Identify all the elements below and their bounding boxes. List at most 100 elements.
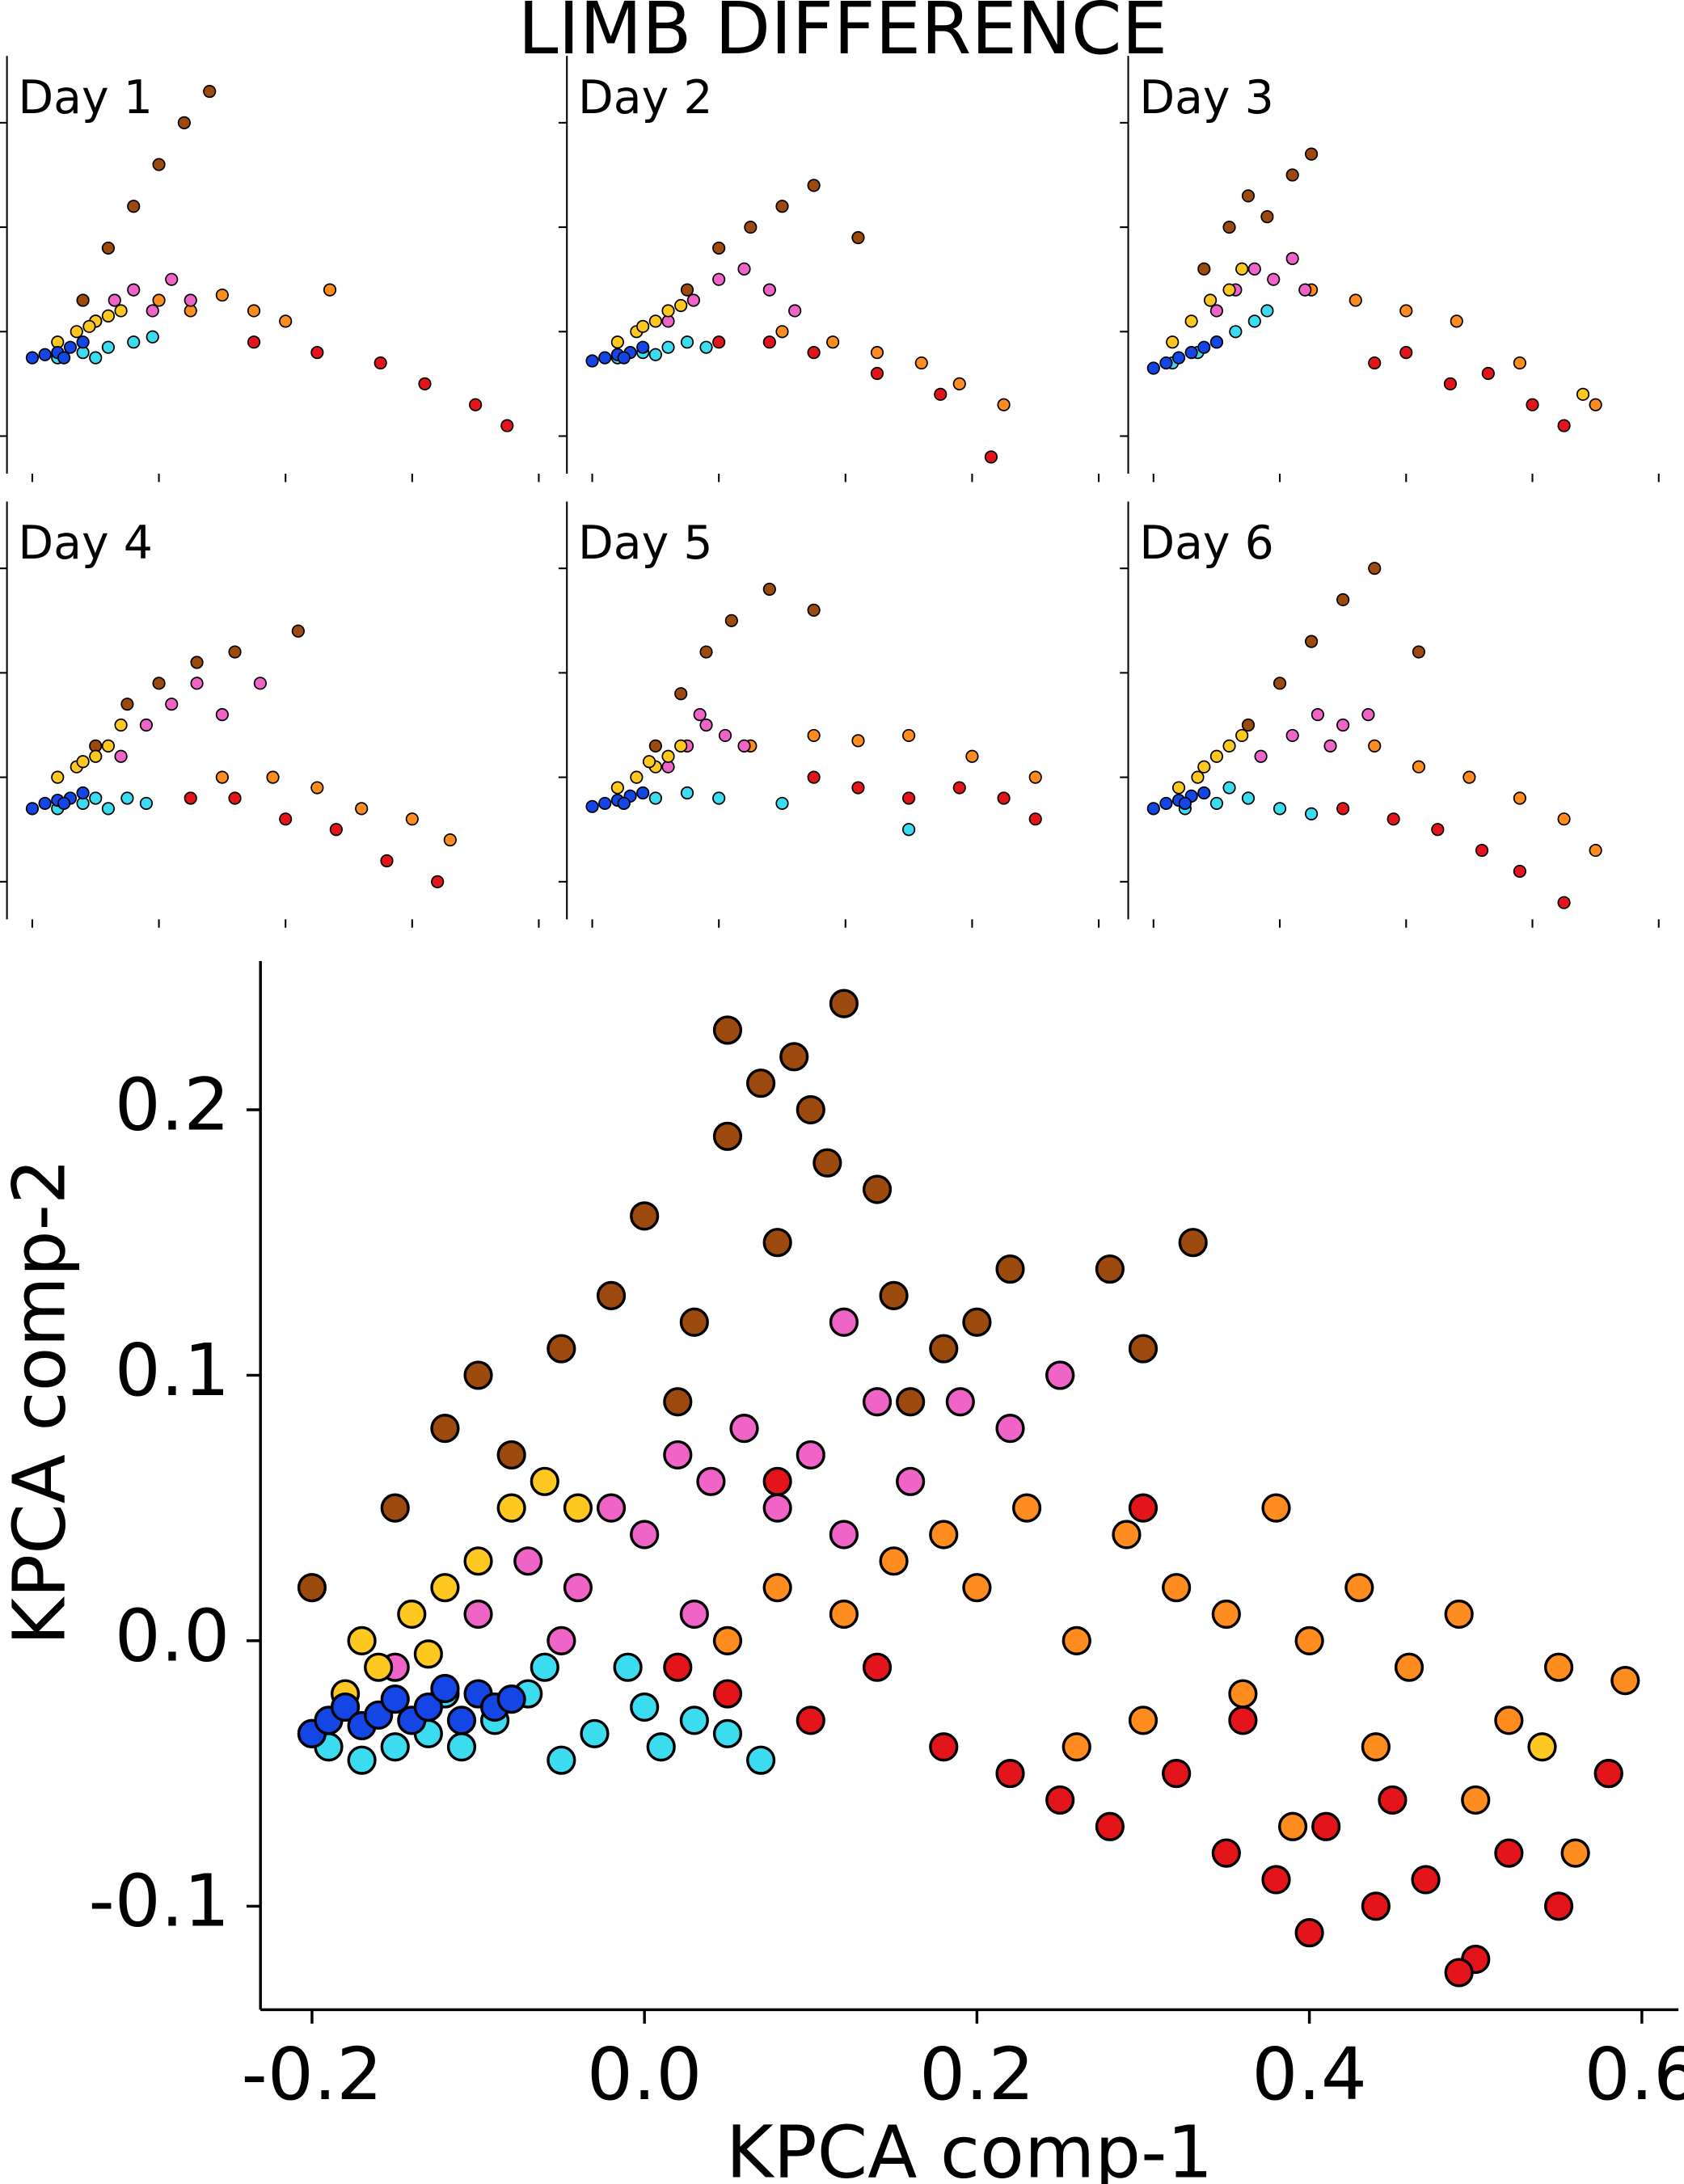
point [1336,802,1350,816]
point [617,351,631,365]
point [812,1148,842,1178]
point [952,781,966,795]
point [663,1387,693,1417]
point [1527,1732,1557,1762]
point [38,796,52,811]
point [610,781,624,795]
point [1344,1573,1374,1603]
point [826,335,840,349]
point [1305,807,1319,820]
point [547,1334,576,1364]
point [1323,739,1337,753]
point [636,319,650,333]
point [203,84,217,99]
point [648,348,662,361]
point [712,272,726,286]
x-tick-label: 0.0 [587,2033,702,2117]
point [1481,366,1495,381]
point [446,1705,477,1735]
point [1348,293,1362,307]
point [1589,843,1602,858]
point [1368,562,1382,576]
point [648,739,662,753]
point [699,718,713,732]
point [829,1307,859,1337]
point [1261,1493,1291,1523]
point [1146,361,1160,375]
point [1235,728,1249,743]
point [680,335,694,349]
point [696,1466,726,1496]
point [430,1673,460,1704]
point [463,1546,493,1576]
point [896,1466,926,1496]
figure-title: LIMB DIFFERENCE [518,0,1168,71]
point [1310,707,1325,722]
point [997,791,1011,805]
point [1261,1865,1291,1895]
point [547,1625,576,1655]
point [1128,1705,1159,1735]
point [636,340,650,354]
point [1450,314,1463,328]
point [405,812,419,826]
point [807,728,821,743]
point [945,1387,975,1417]
point [1166,335,1180,349]
point [1589,398,1602,411]
point [693,707,707,722]
point [1159,356,1173,370]
point [1394,1652,1424,1682]
point [829,989,859,1018]
point [585,799,599,813]
point [114,304,128,318]
point [177,116,191,129]
point [737,739,751,753]
point [101,802,116,816]
point [563,1573,593,1603]
point [737,262,751,276]
point [184,791,197,805]
point [1399,304,1413,318]
point [929,1732,959,1762]
point [1368,356,1382,370]
point [146,304,159,318]
y-tick-label: 0.2 [115,1063,230,1147]
panel-title: Day 6 [1139,516,1273,570]
point [1368,739,1382,753]
point [674,298,688,313]
point [630,770,644,784]
point [796,1705,825,1735]
y-tick-label: -0.1 [88,1860,230,1944]
point [63,340,78,354]
point [896,1387,926,1417]
point [496,1684,526,1714]
point [120,698,134,711]
point [330,1692,361,1722]
point [397,1599,427,1630]
point [1241,718,1256,732]
point [1197,262,1211,276]
point [430,1414,460,1444]
point [995,1414,1025,1444]
point [1254,749,1268,763]
point [215,770,229,784]
panel-title: Day 2 [578,71,712,124]
point [430,1573,460,1603]
point [1412,760,1426,774]
point [762,283,776,297]
point [1061,1732,1091,1762]
point [1045,1360,1075,1390]
panel-title: Day 1 [18,71,152,124]
point [374,356,387,370]
point [598,351,612,365]
x-axis-label: KPCA comp-1 [726,2110,1213,2184]
point [1162,1573,1192,1603]
point [1610,1666,1640,1696]
point [25,802,40,816]
point [962,1307,992,1337]
point [585,354,599,368]
point [746,1745,776,1775]
point [547,1745,576,1775]
point [1267,272,1281,286]
